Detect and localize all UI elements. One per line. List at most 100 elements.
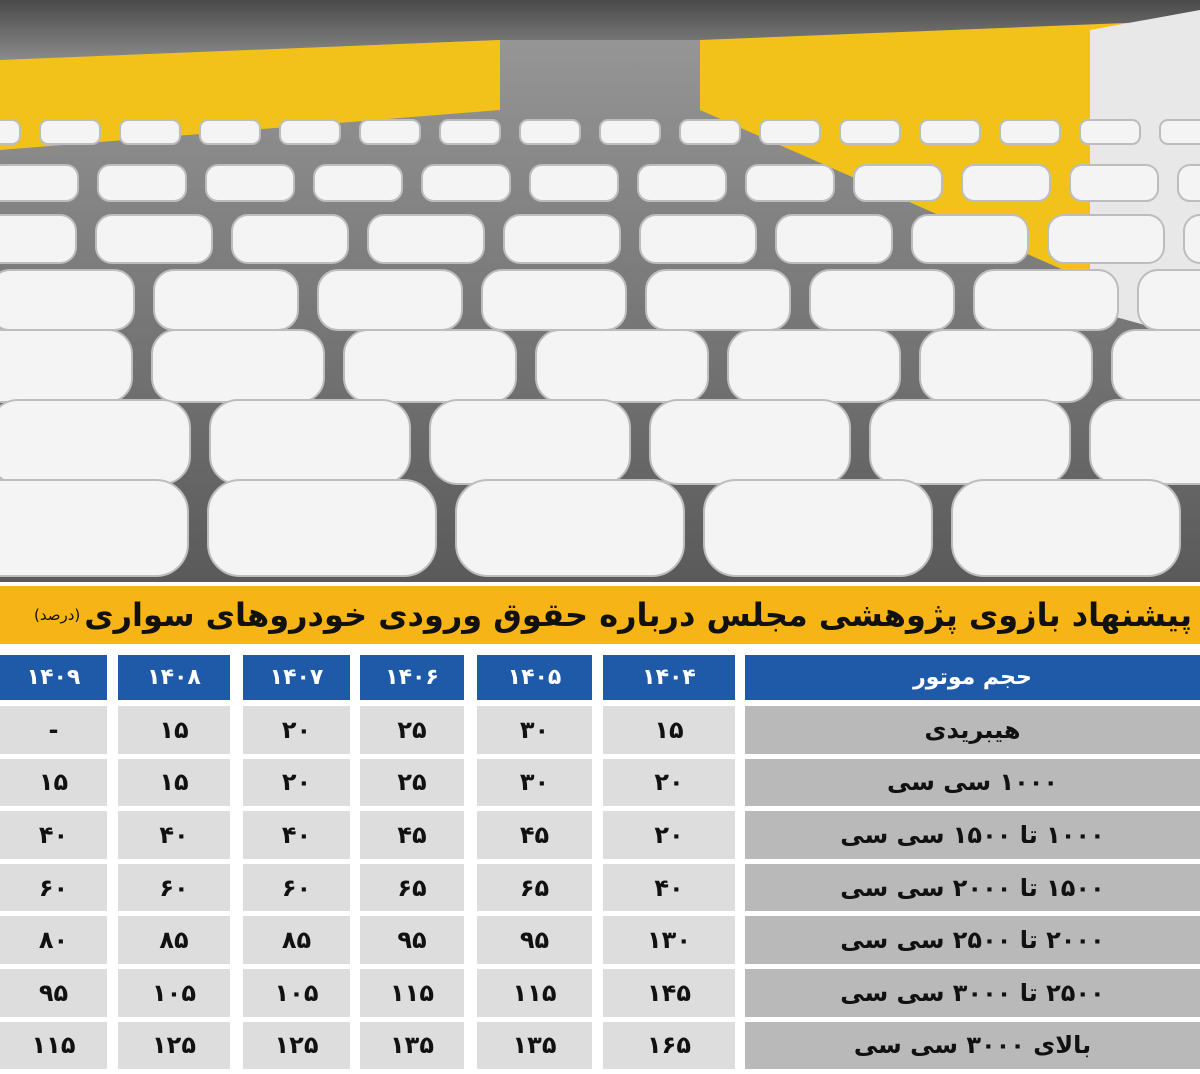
value-cell: ۲۰ xyxy=(243,706,350,754)
car xyxy=(503,214,621,264)
car xyxy=(0,329,133,403)
value-cell: ۲۰ xyxy=(243,758,350,807)
value-cell: ۶۵ xyxy=(477,863,592,912)
value-cell: ۹۵ xyxy=(360,916,464,964)
car xyxy=(599,119,661,145)
car xyxy=(853,164,943,202)
value-cell: ۹۵ xyxy=(0,969,107,1017)
car xyxy=(809,269,955,331)
car xyxy=(151,329,325,403)
value-cell: ۱۱۵ xyxy=(477,969,592,1017)
car xyxy=(519,119,581,145)
value-cell: ۴۰ xyxy=(243,811,350,859)
value-cell: ۸۵ xyxy=(243,916,350,964)
car xyxy=(1089,399,1200,485)
value-cell: ۱۱۵ xyxy=(360,969,464,1017)
value-cell: ۱۵ xyxy=(118,758,230,807)
car xyxy=(455,479,685,577)
car xyxy=(313,164,403,202)
car xyxy=(961,164,1051,202)
car xyxy=(0,214,77,264)
row-label: هیبریدی xyxy=(745,706,1200,754)
car xyxy=(911,214,1029,264)
value-cell: ۶۰ xyxy=(118,863,230,912)
value-cell: ۱۵ xyxy=(603,706,735,754)
header-cell: ۱۴۰۹ xyxy=(0,655,107,700)
car xyxy=(317,269,463,331)
value-cell: ۱۱۵ xyxy=(0,1021,107,1070)
car xyxy=(0,479,189,577)
car xyxy=(439,119,501,145)
value-cell: ۱۳۰ xyxy=(603,916,735,964)
car xyxy=(1069,164,1159,202)
car xyxy=(869,399,1071,485)
car xyxy=(727,329,901,403)
value-cell: ۱۰۵ xyxy=(118,969,230,1017)
car xyxy=(679,119,741,145)
car xyxy=(775,214,893,264)
title: پیشنهاد بازوی پژوهشی مجلس درباره حقوق ور… xyxy=(84,596,1192,634)
row-label: ۲۰۰۰ تا ۲۵۰۰ سی سی xyxy=(745,916,1200,964)
car xyxy=(97,164,187,202)
car xyxy=(1177,164,1200,202)
car xyxy=(209,399,411,485)
value-cell: ۲۵ xyxy=(360,758,464,807)
value-cell: ۲۰ xyxy=(603,758,735,807)
row-label: ۲۵۰۰ تا ۳۰۰۰ سی سی xyxy=(745,969,1200,1017)
car xyxy=(703,479,933,577)
car xyxy=(1159,119,1200,145)
car xyxy=(535,329,709,403)
car xyxy=(649,399,851,485)
car xyxy=(481,269,627,331)
car xyxy=(0,269,135,331)
car xyxy=(637,164,727,202)
car xyxy=(951,479,1181,577)
car xyxy=(1183,214,1200,264)
value-cell: ۱۴۵ xyxy=(603,969,735,1017)
car xyxy=(529,164,619,202)
car xyxy=(199,119,261,145)
row-label: ۱۰۰۰ تا ۱۵۰۰ سی سی xyxy=(745,811,1200,859)
value-cell: ۴۵ xyxy=(360,811,464,859)
car-lot-photo xyxy=(0,0,1200,582)
value-cell: ۴۰ xyxy=(0,811,107,859)
car xyxy=(343,329,517,403)
value-cell: ۱۳۵ xyxy=(360,1021,464,1070)
value-cell: ۲۵ xyxy=(360,706,464,754)
car xyxy=(119,119,181,145)
value-cell: - xyxy=(0,706,107,754)
car xyxy=(421,164,511,202)
car xyxy=(0,119,21,145)
car xyxy=(1079,119,1141,145)
car xyxy=(1137,269,1200,331)
car xyxy=(429,399,631,485)
header-cell: ۱۴۰۶ xyxy=(360,655,464,700)
car xyxy=(759,119,821,145)
value-cell: ۸۵ xyxy=(118,916,230,964)
value-cell: ۶۰ xyxy=(243,863,350,912)
value-cell: ۲۰ xyxy=(603,811,735,859)
car xyxy=(279,119,341,145)
value-cell: ۱۳۵ xyxy=(477,1021,592,1070)
car xyxy=(0,399,191,485)
car xyxy=(839,119,901,145)
header-cell: ۱۴۰۴ xyxy=(603,655,735,700)
car xyxy=(1047,214,1165,264)
car xyxy=(973,269,1119,331)
value-cell: ۴۰ xyxy=(603,863,735,912)
row-label: ۱۰۰۰ سی سی xyxy=(745,758,1200,807)
value-cell: ۱۶۵ xyxy=(603,1021,735,1070)
value-cell: ۶۵ xyxy=(360,863,464,912)
value-cell: ۳۰ xyxy=(477,706,592,754)
header-cell: حجم موتور xyxy=(745,655,1200,700)
car xyxy=(367,214,485,264)
car xyxy=(919,329,1093,403)
header-cell: ۱۴۰۸ xyxy=(118,655,230,700)
car xyxy=(153,269,299,331)
header-cell: ۱۴۰۷ xyxy=(243,655,350,700)
value-cell: ۶۰ xyxy=(0,863,107,912)
car xyxy=(645,269,791,331)
car xyxy=(919,119,981,145)
car xyxy=(39,119,101,145)
